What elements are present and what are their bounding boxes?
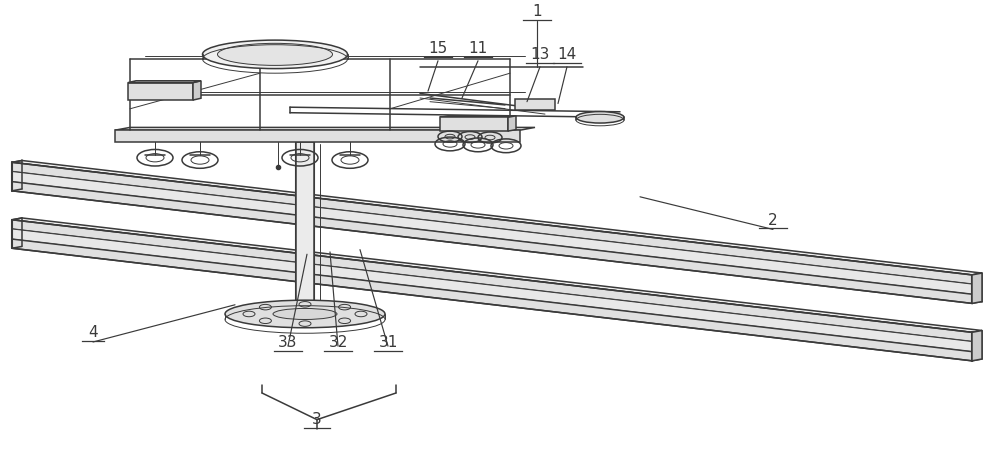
Polygon shape [515,99,555,111]
Text: 11: 11 [468,41,488,56]
Polygon shape [12,171,972,294]
Polygon shape [296,142,314,309]
Ellipse shape [273,308,337,319]
Polygon shape [12,220,972,342]
Polygon shape [115,130,520,142]
Polygon shape [508,116,516,131]
Ellipse shape [218,43,332,65]
Polygon shape [440,116,516,117]
Polygon shape [12,162,972,284]
Polygon shape [972,331,982,361]
Polygon shape [12,182,972,303]
Ellipse shape [202,40,348,69]
Text: 2: 2 [768,213,778,228]
Text: 4: 4 [88,325,98,340]
Polygon shape [128,83,193,100]
Text: 32: 32 [328,335,348,350]
Polygon shape [972,273,982,303]
Polygon shape [115,127,535,130]
Text: 13: 13 [530,47,550,62]
Text: 31: 31 [378,335,398,350]
Text: 15: 15 [428,41,448,56]
Polygon shape [296,140,319,142]
Polygon shape [12,229,972,352]
Polygon shape [128,81,201,83]
Ellipse shape [225,300,385,328]
Polygon shape [12,239,972,361]
Text: 1: 1 [532,4,542,19]
Polygon shape [12,218,982,332]
Polygon shape [12,160,982,275]
Text: 3: 3 [312,413,322,427]
Polygon shape [193,81,201,100]
Ellipse shape [576,112,624,123]
Text: 33: 33 [278,335,298,350]
Text: 14: 14 [557,47,577,62]
Polygon shape [440,117,508,131]
